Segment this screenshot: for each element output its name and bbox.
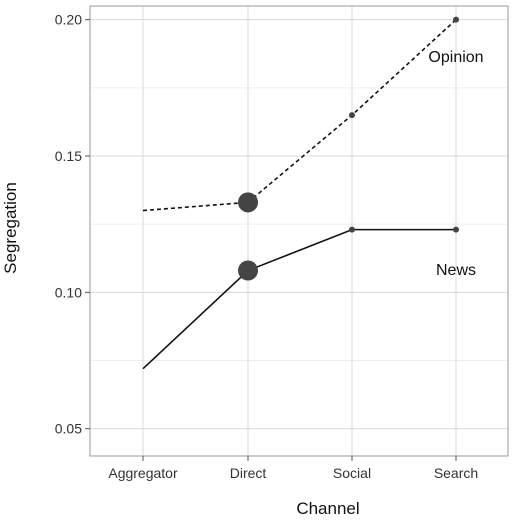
minor-gridlines (90, 87, 508, 361)
data-point-opinion (453, 16, 459, 23)
y-tick-label: 0.10 (55, 284, 82, 300)
series-layer (142, 16, 459, 370)
series-label-opinion: Opinion (428, 49, 483, 66)
x-tick-label: Direct (230, 465, 267, 481)
data-point-news (349, 226, 355, 233)
x-axis: Aggregator Direct Social Search (108, 456, 478, 481)
series-label-news: News (436, 262, 476, 279)
data-point-news (238, 260, 258, 281)
x-tick-label: Search (434, 465, 478, 481)
series-line-news (142, 228, 456, 370)
x-tick-label: Aggregator (108, 465, 178, 481)
y-tick-label: 0.15 (55, 148, 82, 164)
series-labels: Opinion News (428, 49, 483, 279)
series-line-opinion (142, 19, 457, 212)
y-tick-label: 0.05 (55, 421, 82, 437)
data-point-news (453, 226, 459, 233)
data-point-opinion (238, 192, 258, 213)
y-axis: 0.05 0.10 0.15 0.20 (55, 12, 90, 437)
major-gridlines (90, 6, 508, 456)
data-point-opinion (349, 112, 355, 119)
y-tick-label: 0.20 (55, 12, 82, 28)
plot-panel-border (89, 5, 509, 457)
y-axis-title: Segregation (1, 182, 20, 274)
x-axis-title: Channel (296, 499, 359, 518)
x-tick-label: Social (333, 465, 371, 481)
